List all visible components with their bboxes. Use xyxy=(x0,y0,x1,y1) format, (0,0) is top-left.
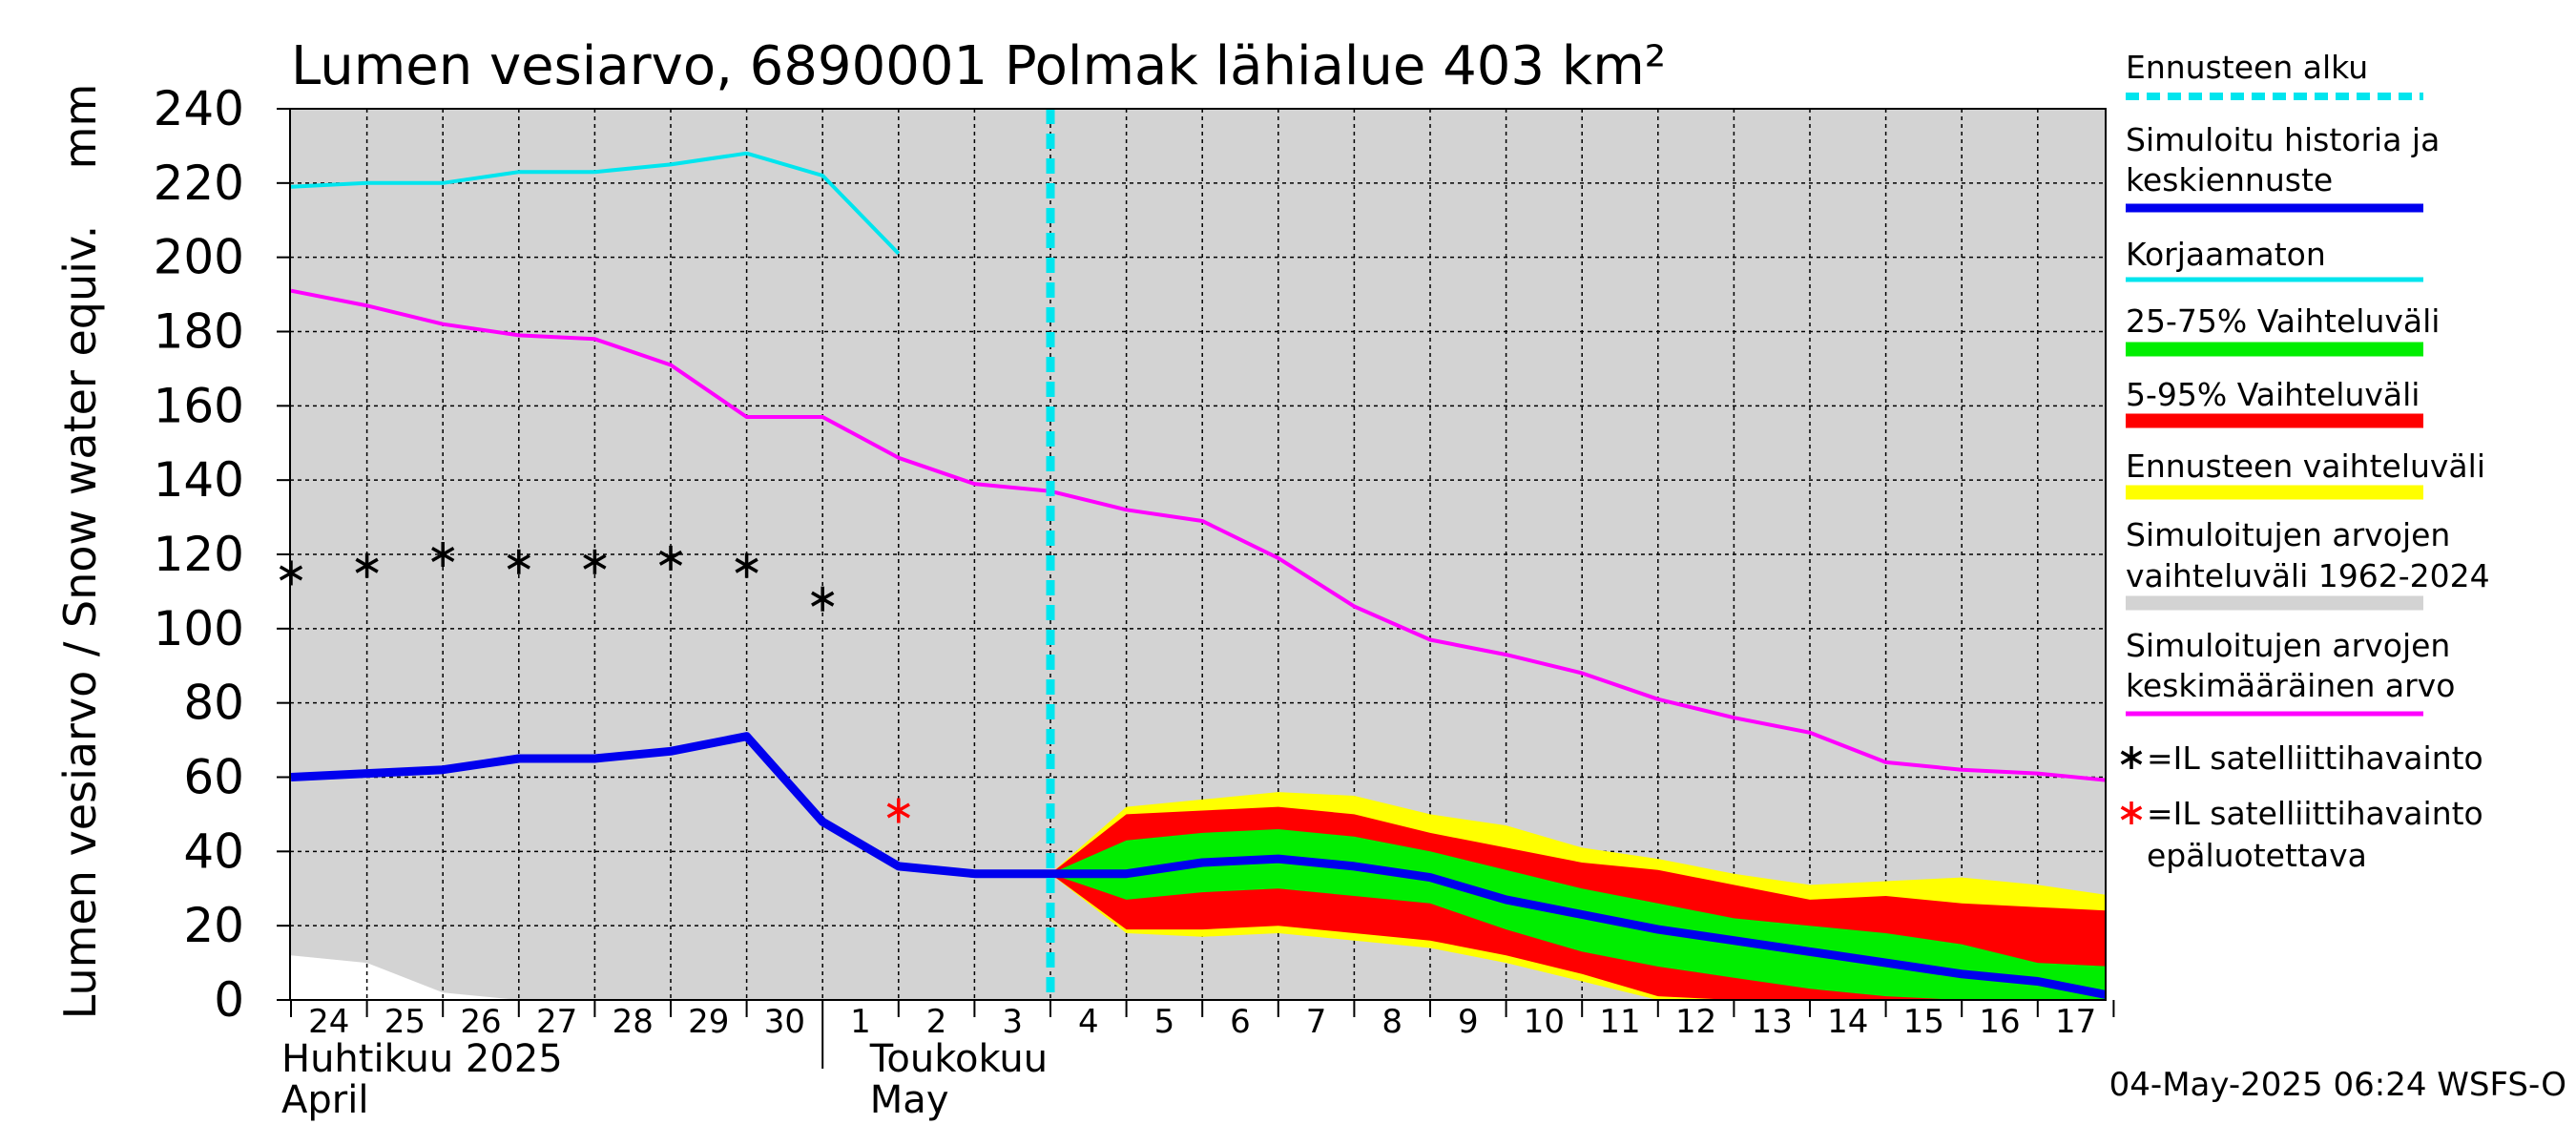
month-label-en: May xyxy=(870,1078,949,1122)
legend-label: 5-95% Vaihteluväli xyxy=(2126,376,2420,413)
x-tick-label: 17 xyxy=(2055,1003,2096,1041)
y-tick-label: 240 xyxy=(154,81,244,136)
legend-marker xyxy=(2120,746,2143,769)
simulated-forecast-line xyxy=(290,732,2106,1000)
satellite-obs-marker xyxy=(507,549,530,574)
legend-label: epäluotettava xyxy=(2147,837,2367,874)
x-tick-label: 12 xyxy=(1675,1003,1716,1041)
x-tick-label: 6 xyxy=(1230,1003,1251,1041)
x-tick-label: 7 xyxy=(1306,1003,1327,1041)
x-tick-label: 4 xyxy=(1078,1003,1099,1041)
x-tick-label: 9 xyxy=(1458,1003,1479,1041)
y-tick-label: 200 xyxy=(154,230,244,285)
month-label-en: April xyxy=(281,1078,368,1122)
x-tick-label: 11 xyxy=(1599,1003,1640,1041)
x-tick-label: 8 xyxy=(1381,1003,1402,1041)
x-tick-label: 1 xyxy=(850,1003,871,1041)
x-tick-label: 25 xyxy=(384,1003,426,1041)
satellite-obs-marker xyxy=(431,542,455,567)
y-tick-label: 220 xyxy=(154,156,244,211)
x-tick-label: 29 xyxy=(688,1003,729,1041)
x-tick-label: 13 xyxy=(1752,1003,1793,1041)
legend-label: =IL satelliittihavainto xyxy=(2147,795,2483,832)
legend-label: Ennusteen alku xyxy=(2126,49,2368,86)
x-tick-label: 26 xyxy=(460,1003,501,1041)
x-tick-label: 15 xyxy=(1903,1003,1944,1041)
x-tick-label: 2 xyxy=(926,1003,947,1041)
legend-label: Korjaamaton xyxy=(2126,236,2326,273)
satellite-obs-marker xyxy=(583,549,607,574)
x-tick-label: 3 xyxy=(1002,1003,1023,1041)
y-axis-label: Lumen vesiarvo / Snow water equiv. mm xyxy=(54,84,106,1020)
y-tick-label: 100 xyxy=(154,601,244,656)
x-tick-label: 10 xyxy=(1524,1003,1565,1041)
x-tick-label: 16 xyxy=(1979,1003,2020,1041)
uncorrected-line xyxy=(290,151,901,256)
satellite-obs-unreliable-marker xyxy=(886,798,910,823)
x-tick-label: 30 xyxy=(764,1003,805,1041)
legend-marker xyxy=(2120,802,2143,824)
month-label-fi: Toukokuu xyxy=(869,1037,1048,1081)
legend-label: Simuloitu historia ja xyxy=(2126,121,2440,158)
legend-label: Simuloitujen arvojen xyxy=(2126,516,2450,553)
y-tick-label: 60 xyxy=(183,750,244,805)
legend-label: keskiennuste xyxy=(2126,161,2333,198)
x-tick-label: 5 xyxy=(1154,1003,1175,1041)
legend-label: =IL satelliittihavainto xyxy=(2147,739,2483,777)
plot-layer xyxy=(290,109,2106,1000)
y-tick-label: 160 xyxy=(154,378,244,433)
y-tick-label: 180 xyxy=(154,304,244,360)
y-tick-label: 0 xyxy=(214,972,244,1028)
x-tick-label: 27 xyxy=(536,1003,577,1041)
y-tick-label: 20 xyxy=(183,898,244,953)
legend-label: Ennusteen vaihteluväli xyxy=(2126,448,2485,485)
x-tick-label: 28 xyxy=(613,1003,654,1041)
y-tick-label: 120 xyxy=(154,527,244,582)
month-label-fi: Huhtikuu 2025 xyxy=(281,1037,563,1081)
y-tick-label: 40 xyxy=(183,823,244,879)
satellite-obs-marker xyxy=(735,552,758,578)
timestamp-footer: 04-May-2025 06:24 WSFS-O xyxy=(2109,1066,2566,1104)
x-tick-label: 14 xyxy=(1827,1003,1868,1041)
mean-line xyxy=(290,288,2106,782)
satellite-obs-marker xyxy=(811,586,835,612)
legend-label: keskimääräinen arvo xyxy=(2126,667,2455,704)
chart-title: Lumen vesiarvo, 6890001 Polmak lähialue … xyxy=(291,35,1666,97)
y-tick-label: 80 xyxy=(183,676,244,731)
x-tick-label: 24 xyxy=(308,1003,349,1041)
y-tick-label: 140 xyxy=(154,452,244,508)
satellite-obs-marker xyxy=(658,545,683,571)
satellite-obs-marker xyxy=(355,552,379,578)
legend-label: 25-75% Vaihteluväli xyxy=(2126,302,2440,340)
legend-label: vaihteluväli 1962-2024 xyxy=(2126,557,2490,594)
legend-label: Simuloitujen arvojen xyxy=(2126,627,2450,664)
